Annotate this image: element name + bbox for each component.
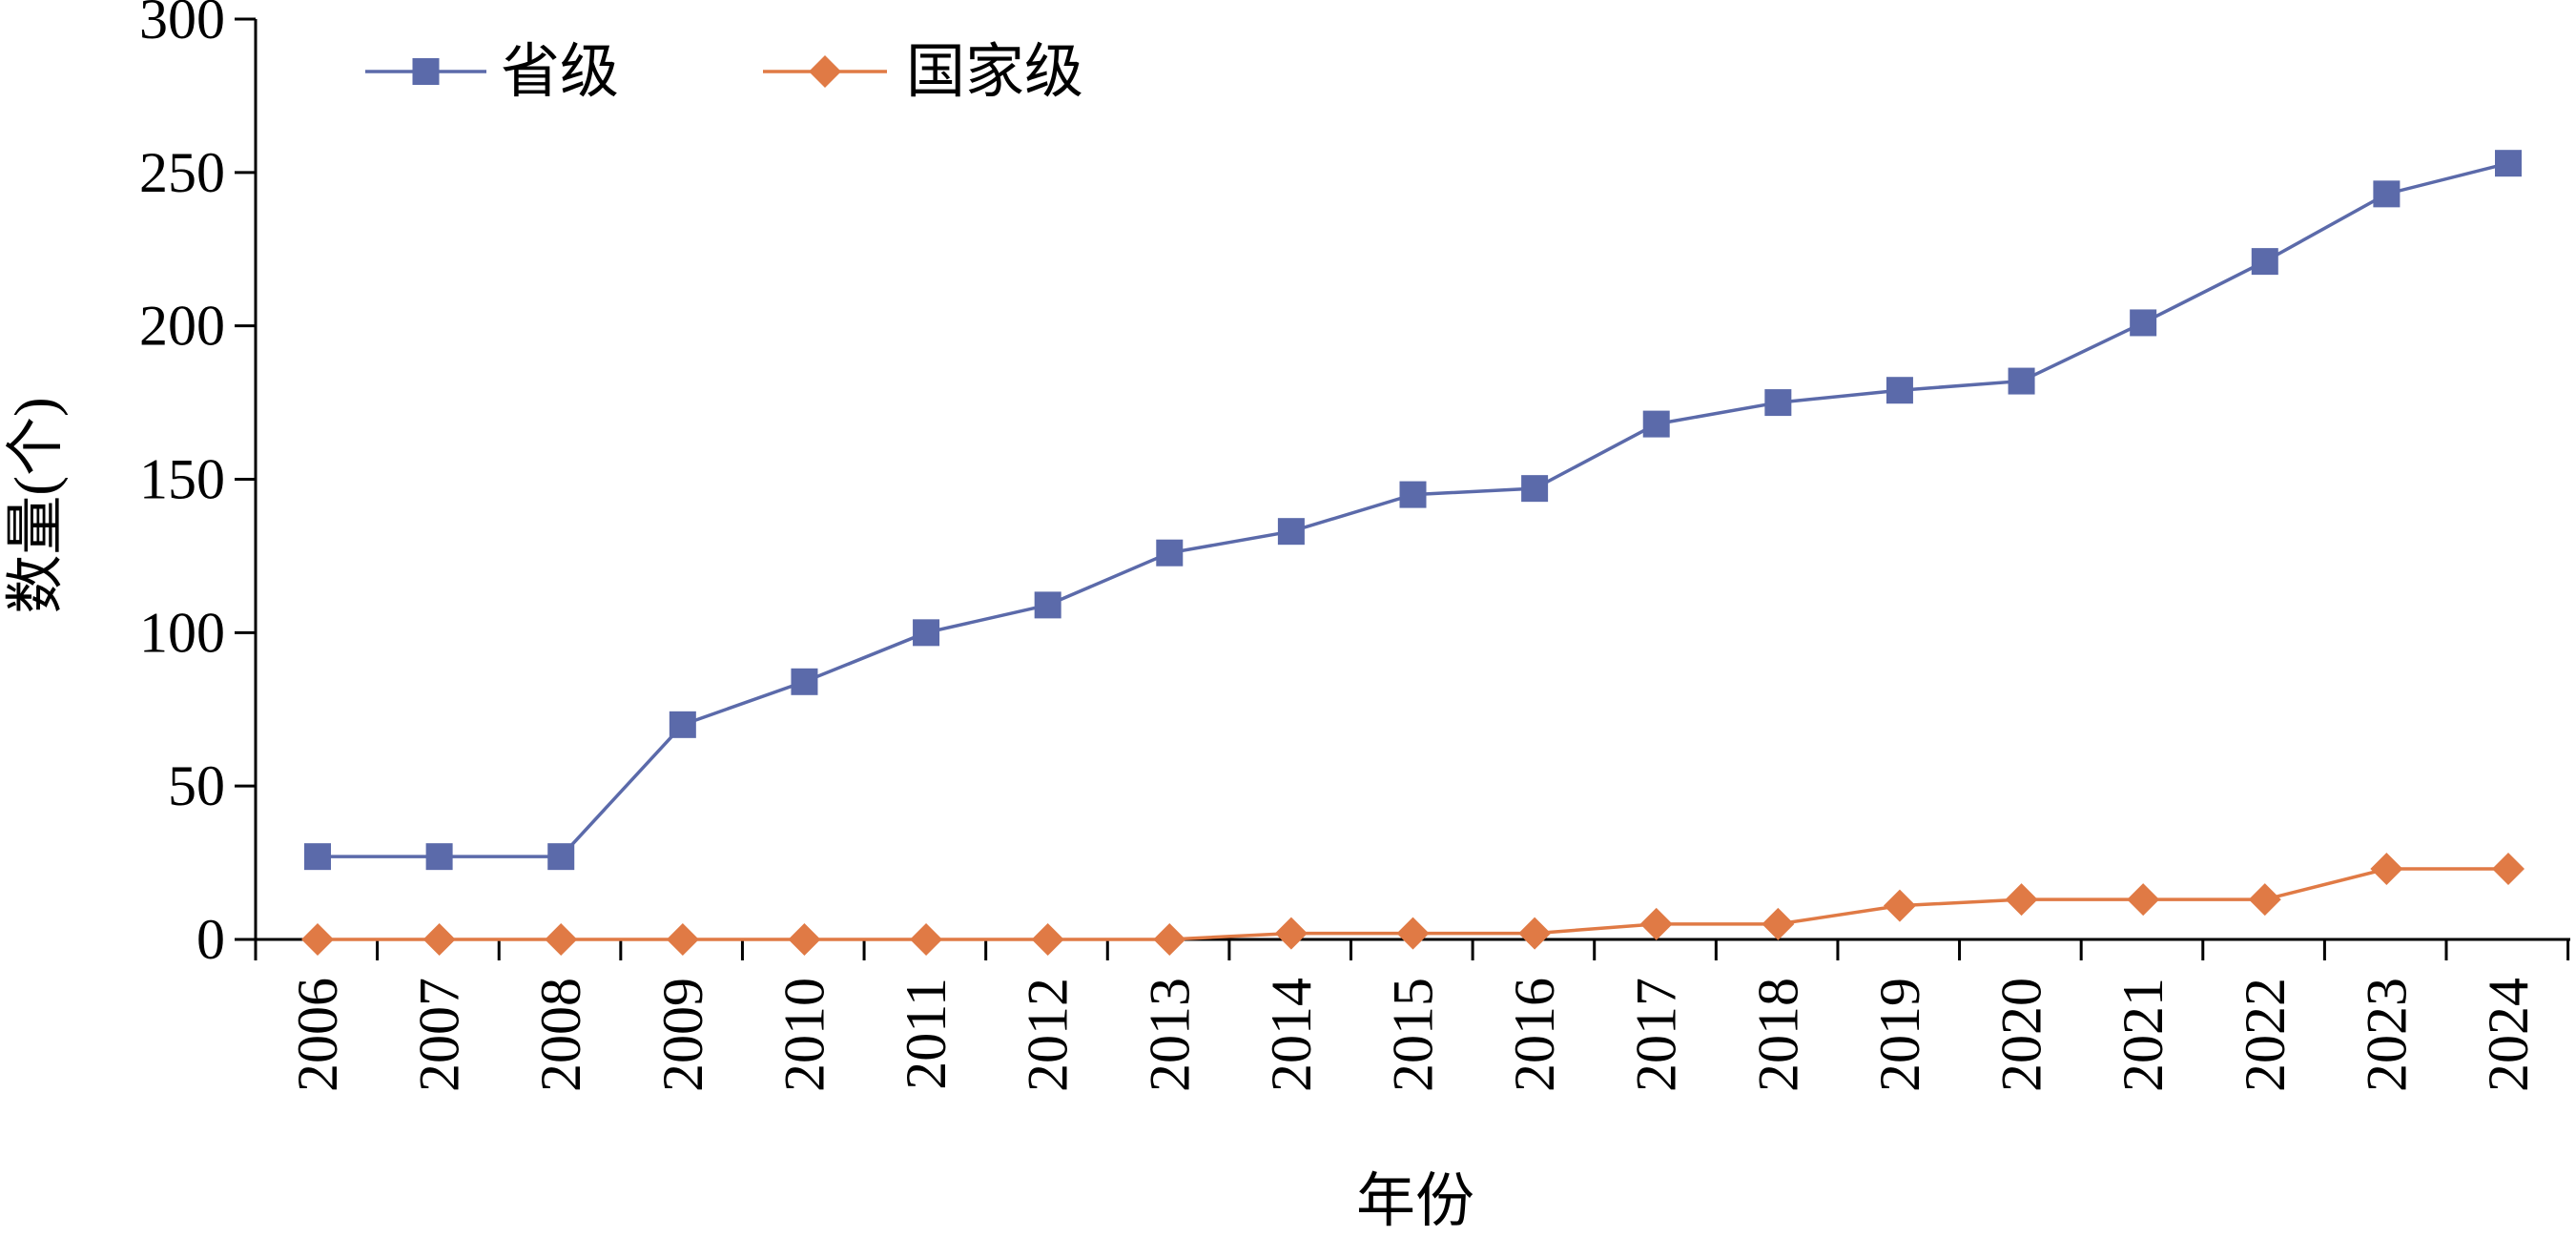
data-point — [1396, 917, 1430, 950]
x-tick-label: 2013 — [1138, 978, 1201, 1092]
x-tick-label: 2023 — [2355, 978, 2418, 1092]
data-point — [2495, 150, 2522, 177]
y-tick-label: 50 — [168, 754, 225, 817]
x-tick-label: 2012 — [1017, 978, 1080, 1092]
data-point — [1031, 923, 1064, 956]
y-tick-label: 250 — [139, 141, 225, 204]
x-tick-label: 2007 — [408, 978, 471, 1092]
legend-item: 省级 — [365, 40, 619, 105]
data-point — [913, 619, 940, 647]
x-axis-title: 年份 — [1356, 1169, 1474, 1232]
x-tick-label: 2014 — [1260, 978, 1323, 1092]
y-tick-label: 0 — [196, 908, 225, 971]
data-point — [1883, 889, 1916, 922]
data-point — [547, 843, 575, 871]
legend-label: 省级 — [501, 40, 619, 105]
data-point — [1886, 377, 1913, 404]
data-point — [545, 923, 578, 956]
x-tick-label: 2010 — [773, 978, 835, 1092]
data-point — [425, 843, 453, 871]
x-tick-label: 2020 — [1990, 978, 2053, 1092]
y-tick-label: 300 — [139, 0, 225, 51]
data-point — [301, 923, 334, 956]
data-point — [1764, 389, 1792, 417]
y-tick-label: 100 — [139, 601, 225, 664]
data-point — [2370, 853, 2403, 886]
x-tick-label: 2015 — [1382, 978, 1445, 1092]
series-1 — [304, 150, 2522, 871]
data-point — [1277, 518, 1305, 546]
data-point — [1642, 410, 1670, 438]
data-point — [2005, 883, 2038, 917]
data-point — [1034, 591, 1061, 619]
x-tick-label: 2006 — [286, 978, 349, 1092]
data-point — [1518, 917, 1552, 950]
x-tick-label: 2016 — [1503, 978, 1566, 1092]
data-point — [666, 923, 699, 956]
x-tick-label: 2024 — [2477, 978, 2540, 1092]
x-tick-label: 2022 — [2234, 978, 2297, 1092]
data-point — [422, 923, 456, 956]
data-point — [304, 843, 331, 871]
y-axis-title: 数量(个) — [4, 397, 69, 613]
x-tick-label: 2009 — [651, 978, 714, 1092]
series-2 — [301, 853, 2524, 956]
data-point — [910, 923, 943, 956]
legend: 省级 国家级 — [365, 40, 1083, 105]
data-point — [1521, 475, 1549, 503]
data-point — [2008, 367, 2035, 395]
data-point — [788, 923, 821, 956]
y-tick-label: 200 — [139, 295, 225, 358]
data-point — [2130, 309, 2157, 337]
legend-item: 国家级 — [763, 40, 1083, 105]
data-point — [1156, 539, 1184, 567]
axes: 0 50 100 150 200 250 300 2006 2007 2008 2009 2010 20… — [139, 0, 2570, 1092]
data-point — [2251, 248, 2278, 276]
x-tick-label: 2011 — [895, 978, 958, 1090]
series-line — [318, 161, 2509, 858]
data-point — [1762, 907, 1795, 940]
legend-label: 国家级 — [906, 40, 1083, 105]
data-point — [2492, 853, 2524, 886]
data-point — [2373, 180, 2401, 208]
data-point — [1399, 481, 1427, 508]
data-point — [1153, 923, 1186, 956]
x-tick-label: 2017 — [1625, 978, 1688, 1092]
data-point — [669, 711, 696, 738]
data-point — [2248, 883, 2281, 917]
data-point — [1639, 907, 1673, 940]
data-point — [791, 668, 818, 695]
x-tick-label: 2021 — [2112, 978, 2174, 1092]
legend-marker — [412, 58, 440, 85]
data-point — [2127, 883, 2160, 917]
y-tick-label: 150 — [139, 448, 225, 511]
data-point — [1274, 917, 1308, 950]
legend-marker — [809, 55, 841, 88]
x-tick-label: 2008 — [529, 978, 592, 1092]
series-layer — [301, 150, 2524, 956]
x-tick-label: 2018 — [1746, 978, 1809, 1092]
x-tick-label: 2019 — [1868, 978, 1931, 1092]
